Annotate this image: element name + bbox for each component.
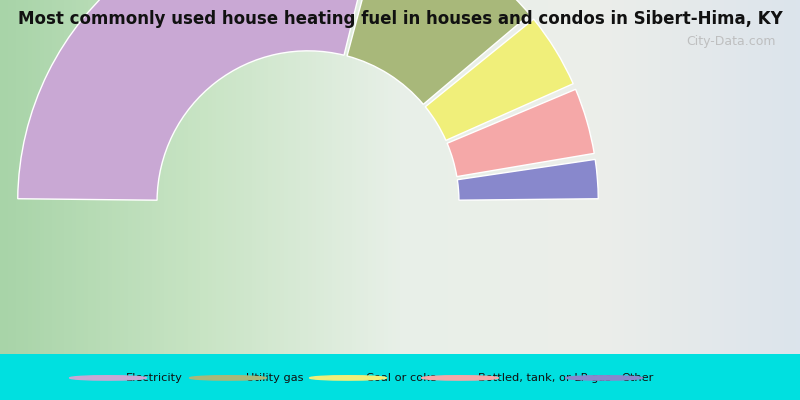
Text: Coal or coke: Coal or coke bbox=[366, 373, 436, 383]
Wedge shape bbox=[18, 0, 378, 200]
Text: Electricity: Electricity bbox=[126, 373, 182, 383]
Text: Other: Other bbox=[622, 373, 654, 383]
Wedge shape bbox=[447, 89, 594, 177]
Circle shape bbox=[70, 376, 146, 380]
Circle shape bbox=[190, 376, 266, 380]
Wedge shape bbox=[458, 159, 598, 200]
Text: Utility gas: Utility gas bbox=[246, 373, 303, 383]
Wedge shape bbox=[426, 19, 573, 140]
Circle shape bbox=[310, 376, 386, 380]
Text: Most commonly used house heating fuel in houses and condos in Sibert-Hima, KY: Most commonly used house heating fuel in… bbox=[18, 10, 782, 28]
Text: City-Data.com: City-Data.com bbox=[686, 35, 776, 48]
Circle shape bbox=[422, 376, 498, 380]
Circle shape bbox=[566, 376, 642, 380]
Text: Bottled, tank, or LP gas: Bottled, tank, or LP gas bbox=[478, 373, 610, 383]
Wedge shape bbox=[347, 0, 530, 104]
